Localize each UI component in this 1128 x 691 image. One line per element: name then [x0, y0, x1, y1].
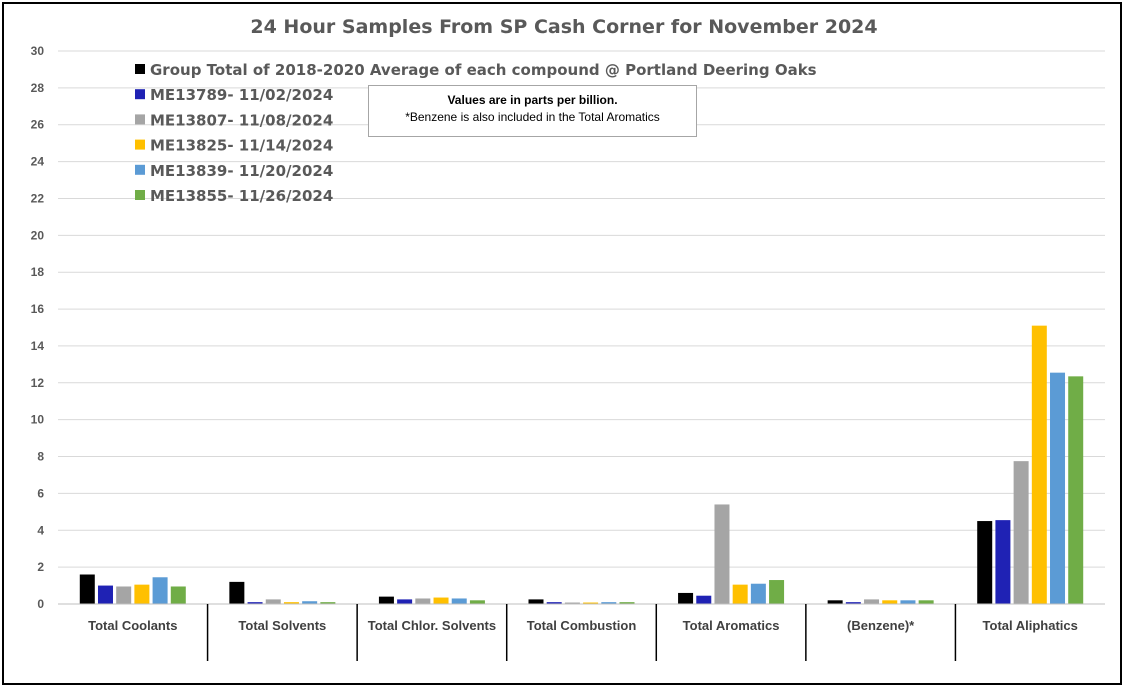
x-category-label: Total Aromatics: [683, 618, 780, 633]
bar: [1050, 372, 1066, 604]
bar: [995, 520, 1011, 604]
bar: [170, 586, 186, 604]
x-category-label: Total Solvents: [238, 618, 326, 633]
bar: [79, 574, 95, 604]
bar: [152, 577, 168, 604]
y-tick-label: 20: [31, 228, 45, 242]
x-category-label: Total Combustion: [527, 618, 637, 633]
legend-swatch: [135, 190, 145, 200]
bar: [564, 602, 580, 604]
units-note-line-1: Values are in parts per billion.: [447, 93, 618, 107]
bar: [116, 586, 132, 604]
bar: [302, 601, 318, 604]
y-tick-label: 18: [31, 265, 45, 279]
bar: [900, 600, 916, 604]
legend-swatch: [135, 164, 145, 175]
bar: [433, 597, 449, 604]
legend-swatch: [135, 64, 145, 74]
bar: [696, 595, 712, 604]
bar: [97, 585, 113, 604]
y-tick-label: 30: [31, 44, 45, 58]
bar: [977, 521, 993, 604]
bar: [732, 584, 748, 604]
y-tick-label: 0: [37, 597, 44, 611]
units-note-line-2: *Benzene is also included in the Total A…: [405, 110, 660, 124]
x-category-label: (Benzene)*: [847, 618, 915, 633]
x-axis: Total Coolants Total Solvents Total Chlor.…: [58, 603, 1105, 661]
bar: [247, 602, 263, 604]
y-tick-label: 12: [31, 376, 45, 390]
bar: [1068, 376, 1084, 604]
legend-label: ME13855- 11/26/2024: [150, 187, 333, 205]
legend-label: ME13789- 11/02/2024: [150, 86, 333, 104]
legend-label: ME13839- 11/20/2024: [150, 162, 333, 180]
legend-swatch: [135, 139, 145, 150]
x-category-label: Total Aliphatics: [983, 618, 1078, 633]
y-tick-label: 28: [31, 81, 45, 95]
y-tick-label: 4: [37, 523, 44, 537]
y-tick-label: 10: [31, 413, 45, 427]
legend-label: ME13825- 11/14/2024: [150, 137, 333, 155]
chart-title: 24 Hour Samples From SP Cash Corner for …: [250, 16, 877, 38]
y-tick-label: 14: [31, 339, 45, 353]
bar: [229, 581, 245, 604]
legend: Group Total of 2018-2020 Average of each…: [135, 61, 817, 205]
y-tick-label: 26: [31, 118, 45, 132]
x-category-label: Total Coolants: [88, 618, 177, 633]
bar: [265, 599, 281, 604]
bar: [546, 602, 562, 604]
bar: [845, 602, 861, 604]
bar: [1031, 325, 1047, 604]
bar: [415, 598, 431, 604]
bar: [528, 599, 544, 604]
bar: [583, 602, 599, 604]
bar: [769, 580, 785, 604]
bar: [469, 600, 485, 604]
bars: [79, 325, 1084, 604]
legend-label: ME13807- 11/08/2024: [150, 111, 333, 129]
bar: [320, 602, 336, 604]
y-tick-label: 24: [31, 155, 45, 169]
bar: [882, 600, 898, 604]
units-note: Values are in parts per billion. *Benzen…: [368, 85, 697, 137]
bar: [134, 584, 150, 604]
bar: [397, 599, 413, 604]
y-tick-label: 6: [37, 486, 44, 500]
legend-swatch: [135, 89, 145, 100]
y-tick-label: 8: [37, 450, 44, 464]
legend-label: Group Total of 2018-2020 Average of each…: [150, 61, 817, 79]
y-tick-label: 22: [31, 191, 45, 205]
x-category-label: Total Chlor. Solvents: [368, 618, 496, 633]
bar: [864, 599, 880, 604]
bar: [601, 602, 617, 604]
bar: [283, 602, 299, 604]
legend-swatch: [135, 114, 145, 125]
bar: [678, 592, 694, 604]
bar: [619, 602, 635, 604]
bar: [378, 596, 394, 604]
bar: [918, 600, 934, 604]
bar: [750, 583, 766, 604]
y-tick-label: 16: [31, 302, 45, 316]
bar: [1013, 461, 1029, 604]
bar: [827, 600, 843, 604]
y-tick-label: 2: [37, 560, 44, 574]
bar: [714, 504, 730, 604]
bar: [451, 598, 467, 604]
